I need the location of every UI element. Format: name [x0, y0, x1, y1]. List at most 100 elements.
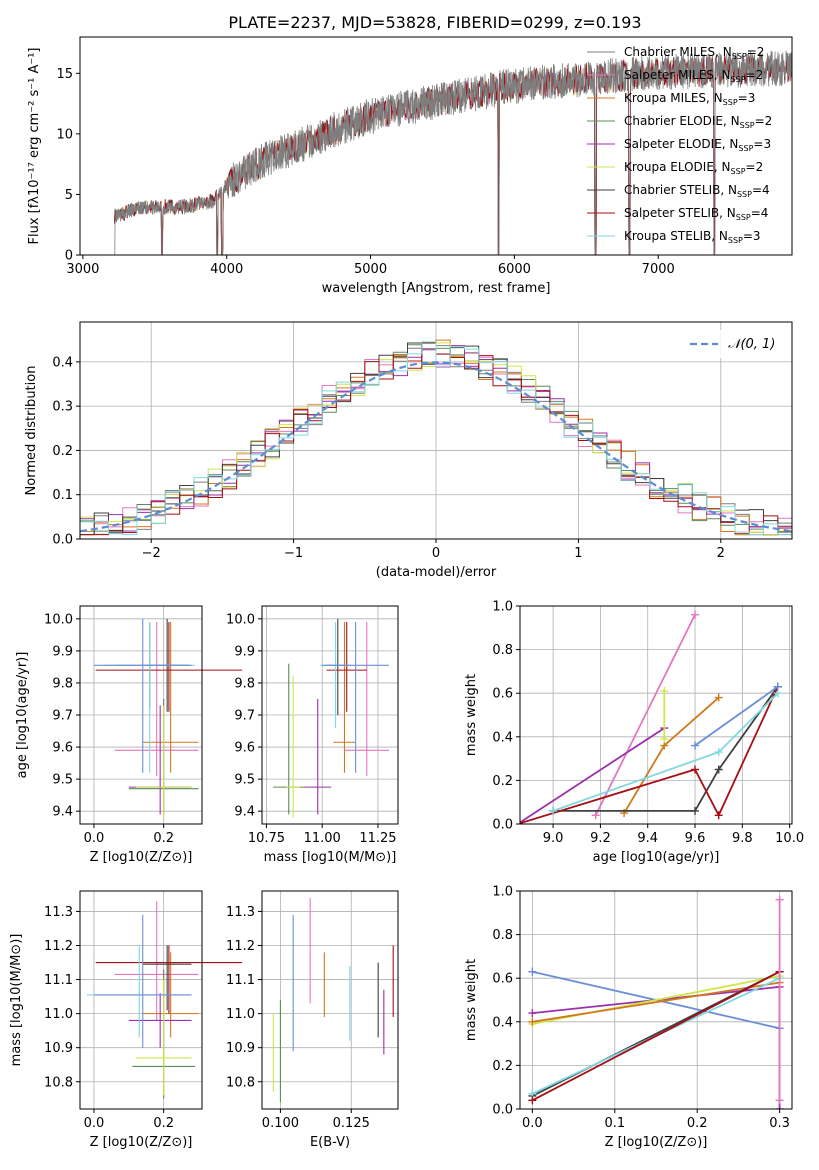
spectrum-data-line [114, 50, 792, 255]
age-weight-ylabel: mass weight [464, 674, 479, 756]
legend-entry: Chabrier MILES, NSSP=2 [624, 45, 764, 61]
z-age-ytick-label: 9.7 [52, 709, 73, 724]
age-weight-point-marker [691, 806, 700, 815]
z-weight-xtick-label: 0.1 [604, 1116, 625, 1131]
z-weight-xtick-label: 0.2 [687, 1116, 708, 1131]
residuals-xtick-label: 2 [717, 546, 725, 561]
age-weight-point-marker [691, 610, 700, 619]
spectrum-xtick-label: 5000 [354, 262, 387, 277]
ebv-mass-ytick-label: 11.2 [226, 939, 255, 954]
residuals-xlabel: (data-model)/error [376, 565, 497, 580]
ebv-mass-points [272, 897, 394, 1103]
age-weight-point-marker [714, 693, 723, 702]
z-age-xtick-label: 0.2 [153, 831, 174, 846]
spectrum-xlabel: wavelength [Angstrom, rest frame] [322, 281, 551, 296]
residuals-xtick-label: 1 [574, 546, 582, 561]
age-weight-point-marker [591, 811, 600, 820]
residuals-ytick-label: 0.1 [52, 488, 73, 503]
z-weight-ylabel: mass weight [464, 959, 479, 1041]
z-weight-xtick-label: 0.3 [769, 1116, 790, 1131]
residuals-ytick-label: 0.2 [52, 444, 73, 459]
legend-entry: Kroupa STELIB, NSSP=3 [624, 229, 761, 245]
z-weight-ytick-label: 0.4 [492, 1015, 513, 1030]
gaussian-curve [80, 361, 792, 533]
age-weight-ytick-label: 0.2 [492, 774, 513, 789]
z-mass-ytick-label: 11.2 [44, 939, 73, 954]
residuals-xtick-label: −2 [142, 546, 161, 561]
ebv-mass-ytick-label: 10.9 [226, 1041, 255, 1056]
age-weight-series-line [553, 686, 779, 812]
spectrum-ytick-label: 15 [56, 67, 73, 82]
age-weight-xtick-label: 9.6 [685, 831, 706, 846]
axes-frames [76, 36, 793, 1113]
residuals-ytick-label: 0.3 [52, 400, 73, 415]
age-weight-xtick-label: 9.0 [543, 831, 564, 846]
mass-age-ytick-label: 9.9 [234, 644, 255, 659]
z-age-xtick-label: 0.0 [84, 831, 105, 846]
data-layer [80, 50, 792, 1109]
z-weight-point-marker [528, 1017, 537, 1026]
z-weight-lines [528, 895, 784, 1109]
z-weight-point-marker [528, 1096, 537, 1105]
age-weight-xtick-label: 9.4 [637, 831, 658, 846]
residuals-hist [80, 339, 792, 536]
age-weight-frame [519, 605, 793, 825]
z-mass-xtick-label: 0.2 [153, 1116, 174, 1131]
spectrum-ytick-label: 5 [65, 188, 73, 203]
residuals-ytick-label: 0.4 [52, 355, 73, 370]
age-weight-series-line [520, 727, 665, 824]
age-weight-series-line [694, 685, 779, 747]
z-mass-ytick-label: 10.9 [44, 1041, 73, 1056]
ebv-mass-frame [261, 890, 399, 1110]
age-weight-point-marker [773, 682, 782, 691]
residuals-step-kroupa-miles [80, 339, 792, 536]
z-age-ylabel: age [log10(age/yr)] [15, 652, 30, 779]
age-weight-ytick-label: 0.4 [492, 730, 513, 745]
legend-entry: Kroupa ELODIE, NSSP=2 [624, 160, 763, 176]
age-weight-xtick-label: 9.2 [590, 831, 611, 846]
residuals-ylabel: Normed distribution [24, 366, 39, 496]
z-weight-ytick-label: 0.0 [492, 1103, 513, 1118]
legend-entry: Salpeter ELODIE, NSSP=3 [624, 137, 771, 153]
z-weight-point-marker [528, 967, 537, 976]
age-weight-ytick-label: 0.6 [492, 687, 513, 702]
mass-age-xtick-label: 10.75 [248, 831, 285, 846]
z-mass-xtick-label: 0.0 [84, 1116, 105, 1131]
spectrum-xtick-label: 3000 [66, 262, 99, 277]
z-weight-series-line [532, 981, 780, 1023]
mass-age-points [273, 618, 390, 818]
residuals-xtick-label: 0 [432, 546, 440, 561]
z-mass-ytick-label: 11.0 [44, 1007, 73, 1022]
legend-entry: Kroupa MILES, NSSP=3 [624, 91, 755, 107]
age-weight-point-marker [714, 748, 723, 757]
spectrum-xtick-label: 6000 [498, 262, 531, 277]
age-weight-point-marker [691, 765, 700, 774]
age-weight-ytick-label: 0.0 [492, 818, 513, 833]
spectrum-ylabel: Flux [fλ10⁻¹⁷ erg cm⁻² s⁻¹ A⁻¹] [27, 48, 42, 245]
z-weight-xtick-label: 0.0 [522, 1116, 543, 1131]
mass-age-ytick-label: 9.5 [234, 773, 255, 788]
legend-entry: Salpeter MILES, NSSP=2 [624, 68, 763, 84]
age-weight-lines [520, 610, 782, 824]
z-age-ytick-label: 9.8 [52, 676, 73, 691]
age-weight-xlabel: age [log10(age/yr)] [593, 850, 720, 865]
z-weight-frame [519, 890, 793, 1110]
z-age-ytick-label: 10.0 [44, 612, 73, 627]
z-age-ytick-label: 9.4 [52, 805, 73, 820]
mass-age-xtick-label: 11.25 [359, 831, 396, 846]
residuals-legend-label: 𝒩(0, 1) [728, 337, 775, 352]
residuals-ytick-label: 0.0 [52, 533, 73, 548]
ebv-mass-xtick-label: 0.100 [262, 1116, 299, 1131]
z-weight-ytick-label: 0.2 [492, 1059, 513, 1074]
age-weight-point-marker [660, 687, 669, 696]
mass-age-xlabel: mass [log10(M/M⊙)] [264, 850, 397, 865]
age-weight-point-marker [714, 765, 723, 774]
spectrum-ytick-label: 10 [56, 127, 73, 142]
age-weight-ytick-label: 0.8 [492, 643, 513, 658]
residuals-xtick-label: −1 [284, 546, 303, 561]
z-mass-ylabel: mass [log10(M/M⊙)] [9, 934, 24, 1067]
legend-entry: Chabrier ELODIE, NSSP=2 [624, 114, 772, 130]
z-age-points [93, 618, 243, 818]
z-age-xlabel: Z [log10(Z/Z⊙)] [90, 850, 193, 865]
legend-entry: Salpeter STELIB, NSSP=4 [624, 206, 768, 222]
